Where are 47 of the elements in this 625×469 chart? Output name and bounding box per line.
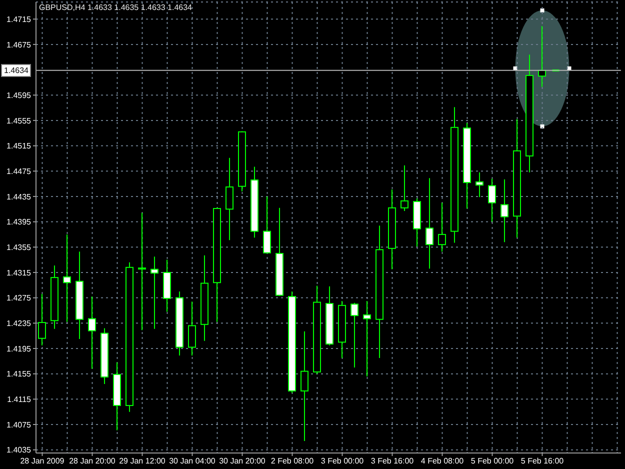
y-tick-label: 1.4115: [7, 395, 32, 404]
x-tick-label: 5 Feb 16:00: [520, 456, 564, 466]
candlestick: [88, 296, 96, 370]
candlestick: [38, 294, 46, 346]
candlestick: [300, 330, 308, 442]
y-tick-label: 1.4195: [6, 344, 32, 354]
candlestick: [438, 202, 446, 252]
y-tick-label: 1.4715: [6, 14, 32, 24]
x-tick-label: 4 Feb 08:00: [420, 456, 464, 466]
x-tick-label: 28 Jan 20:00: [69, 456, 116, 466]
x-tick-label: 3 Feb 00:00: [320, 456, 364, 466]
candlestick: [400, 164, 408, 212]
x-tick-label: 29 Jan 12:00: [119, 456, 166, 466]
y-tick-label: 1.4475: [6, 166, 32, 176]
y-tick-label: 1.4555: [6, 116, 32, 126]
y-tick-label: 1.4595: [6, 90, 32, 100]
x-tick-label: 30 Jan 20:00: [219, 456, 266, 466]
candlestick: [476, 172, 484, 198]
y-tick-label: 1.4515: [6, 142, 32, 151]
y-tick-label: 1.4315: [6, 268, 32, 278]
x-tick-label: 2 Feb 08:00: [270, 456, 314, 466]
candlestick: [363, 300, 371, 377]
candlestick: [350, 302, 358, 368]
candlestick: [63, 234, 71, 322]
y-tick-label: 1.4235: [6, 318, 32, 328]
candlestick: [426, 178, 434, 270]
y-tick-label: 1.4395: [6, 218, 32, 227]
chart-title: GBPUSD,H4 1.4633 1.4635 1.4633 1.4634: [39, 3, 192, 13]
candlestick: [150, 256, 158, 330]
candlestick: [500, 178, 508, 243]
x-tick-label: 3 Feb 16:00: [370, 456, 414, 466]
ref-line-label: 1.4634: [1, 64, 32, 78]
y-tick-label: 1.4355: [6, 242, 32, 252]
candlestick: [488, 178, 496, 222]
candlestick: [138, 212, 146, 331]
y-tick-label: 1.4035: [6, 446, 32, 455]
candlestick: [263, 196, 271, 254]
y-tick-label: 1.4675: [6, 40, 32, 50]
x-tick-label: 30 Jan 04:00: [169, 456, 216, 466]
candlestick: [188, 301, 196, 356]
y-tick-label: 1.4075: [6, 420, 32, 430]
y-tick-label: 1.4275: [6, 294, 32, 303]
x-tick-label: 28 Jan 2009: [20, 456, 65, 466]
y-tick-label: 1.4435: [6, 192, 32, 202]
y-tick-label: 1.4155: [6, 370, 32, 379]
candlestick: [226, 157, 234, 241]
x-tick-label: 5 Feb 00:00: [470, 456, 514, 466]
